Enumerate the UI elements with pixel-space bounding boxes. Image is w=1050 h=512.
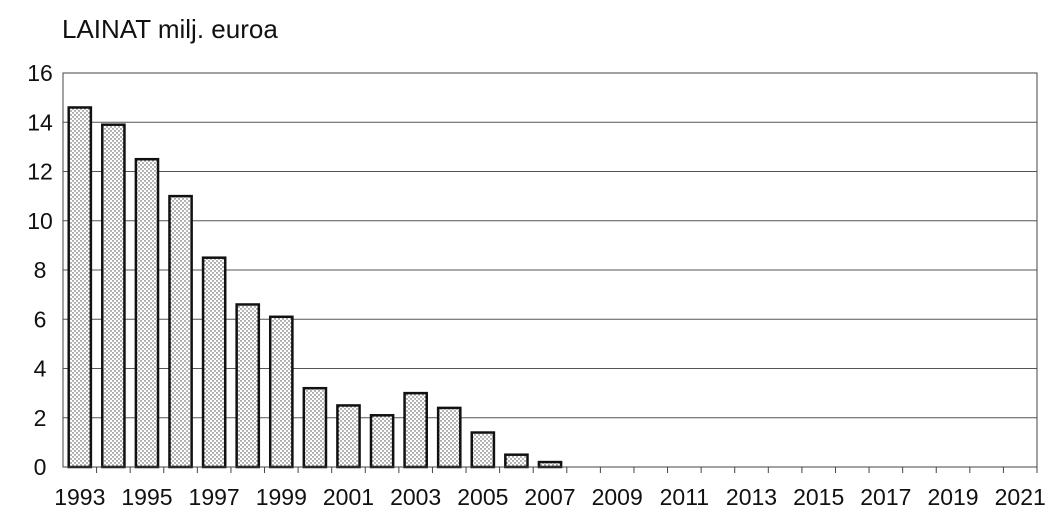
bar-2001 xyxy=(336,404,361,469)
bar-2000 xyxy=(302,386,328,469)
x-tick-label: 2017 xyxy=(860,484,911,510)
x-tick-label: 2011 xyxy=(660,484,709,510)
y-tick-label: 0 xyxy=(34,454,47,480)
x-tick-label: 2007 xyxy=(524,484,575,510)
y-tick-label: 6 xyxy=(34,306,47,332)
x-tick-label: 1993 xyxy=(54,484,105,510)
plot-frame xyxy=(62,72,1038,468)
bar-2006 xyxy=(504,453,529,469)
bar-1998 xyxy=(235,303,261,469)
bar-1995 xyxy=(134,157,160,469)
x-tick-label: 1995 xyxy=(121,484,172,510)
bar-1997 xyxy=(201,256,227,469)
bar-1999 xyxy=(268,315,294,469)
bar-2004 xyxy=(436,406,462,469)
y-tick-label: 14 xyxy=(27,109,53,135)
bar-2002 xyxy=(369,414,395,469)
y-axis-ticks: 0 2 4 6 8 10 12 14 16 xyxy=(27,60,53,480)
bar-1994 xyxy=(101,123,126,469)
x-tick-label: 1999 xyxy=(256,484,307,510)
x-tick-label: 2013 xyxy=(726,484,777,510)
bar-2003 xyxy=(403,391,428,469)
bars xyxy=(67,106,1038,473)
bar-2007 xyxy=(537,460,563,469)
bar-1993 xyxy=(67,106,93,469)
x-tick-label: 2021 xyxy=(995,484,1046,510)
x-tick-label: 2003 xyxy=(390,484,441,510)
y-tick-label: 10 xyxy=(27,208,53,234)
chart-title: LAINAT milj. euroa xyxy=(62,14,278,44)
y-tick-label: 16 xyxy=(27,60,53,86)
x-tick-label: 2019 xyxy=(927,484,978,510)
x-tick-label: 2009 xyxy=(592,484,643,510)
x-tick-label: 2001 xyxy=(323,484,374,510)
x-axis-ticks: 1993 1995 1997 1999 2001 2003 2005 2007 2009 2011… xyxy=(54,484,1046,510)
y-tick-label: 8 xyxy=(34,257,47,283)
y-tick-label: 2 xyxy=(34,405,47,431)
bar-2005 xyxy=(470,431,496,469)
x-tick-label: 2015 xyxy=(793,484,844,510)
x-tick-label: 2005 xyxy=(457,484,508,510)
y-tick-label: 12 xyxy=(27,159,53,185)
bar-1996 xyxy=(168,194,193,469)
x-tick-label: 1997 xyxy=(189,484,240,510)
y-tick-label: 4 xyxy=(34,356,47,382)
